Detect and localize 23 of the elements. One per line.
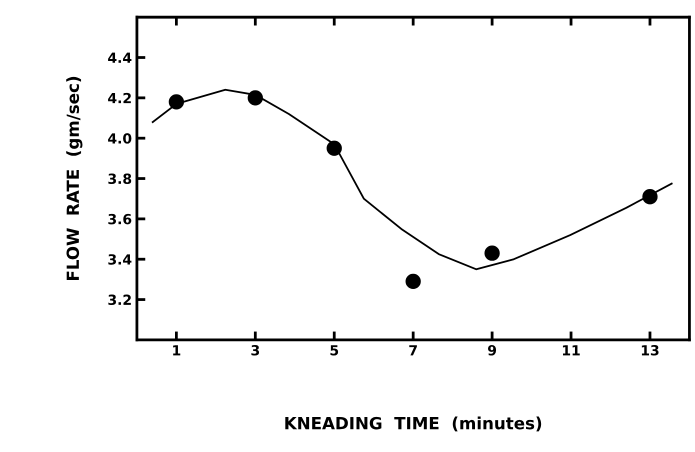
y-tick-label: 4.2	[108, 92, 131, 104]
y-axis-title: FLOW RATE (gm/sec)	[66, 76, 82, 280]
x-axis-title: KNEADING TIME (minutes)	[285, 416, 542, 432]
x-tick-label: 9	[488, 345, 496, 356]
point	[326, 140, 342, 156]
x-tick-label: 13	[642, 345, 659, 356]
x-tick-label: 1	[173, 345, 180, 356]
y-tick-label: 3.6	[108, 214, 132, 224]
y-tick-label: 3.8	[108, 174, 132, 184]
y-tick-label: 4.0	[108, 133, 132, 144]
y-tick-label: 3.2	[108, 294, 131, 306]
x-tick-label: 3	[251, 345, 260, 356]
point	[642, 189, 658, 204]
point	[248, 90, 263, 106]
line-series	[152, 88, 673, 270]
x-tick-label: 5	[330, 345, 338, 356]
point	[168, 94, 184, 110]
point	[484, 246, 500, 261]
y-tick-label: 3.4	[108, 254, 132, 265]
y-tick-label: 4.4	[108, 52, 132, 63]
point	[406, 274, 421, 290]
x-tick-label: 11	[562, 345, 580, 356]
x-tick-label: 7	[409, 345, 417, 356]
